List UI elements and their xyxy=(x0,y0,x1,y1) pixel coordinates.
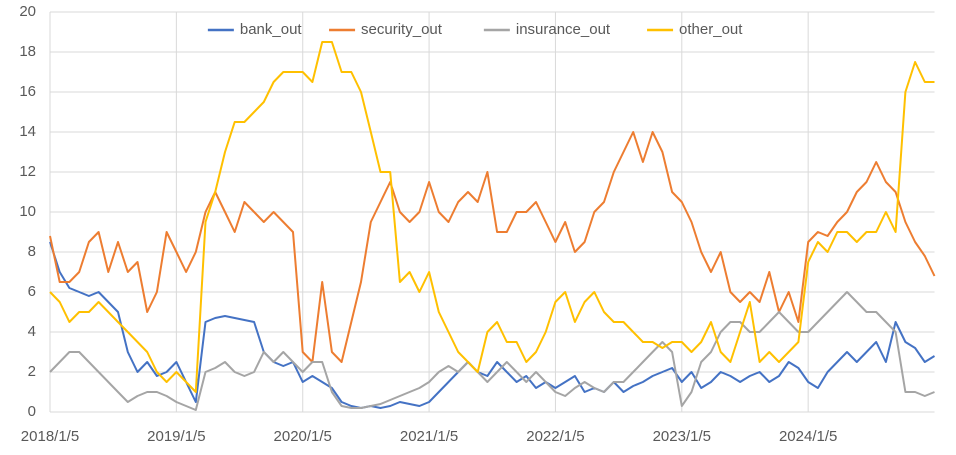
y-tick-label: 18 xyxy=(19,43,36,60)
legend-label: bank_out xyxy=(240,21,303,38)
x-tick-label: 2021/1/5 xyxy=(400,428,458,445)
legend-label: insurance_out xyxy=(516,21,611,38)
y-tick-label: 2 xyxy=(28,363,36,380)
legend-label: security_out xyxy=(361,21,443,38)
x-tick-label: 2022/1/5 xyxy=(526,428,584,445)
y-tick-label: 16 xyxy=(19,83,36,100)
y-tick-label: 14 xyxy=(19,123,36,140)
x-tick-label: 2024/1/5 xyxy=(779,428,837,445)
line-series xyxy=(49,241,936,409)
y-tick-label: 10 xyxy=(19,203,36,220)
line-series xyxy=(49,291,935,411)
y-tick-label: 6 xyxy=(28,283,36,300)
x-tick-label: 2019/1/5 xyxy=(147,428,205,445)
line-series xyxy=(49,131,936,363)
y-tick-label: 4 xyxy=(28,323,36,340)
x-tick-label: 2020/1/5 xyxy=(274,428,332,445)
y-tick-label: 8 xyxy=(28,243,36,260)
x-tick-label: 2023/1/5 xyxy=(653,428,711,445)
y-tick-label: 0 xyxy=(28,403,36,420)
line-series xyxy=(49,41,935,393)
y-tick-label: 12 xyxy=(19,163,36,180)
y-tick-label: 20 xyxy=(19,3,36,20)
x-tick-label: 2018/1/5 xyxy=(21,428,79,445)
legend-label: other_out xyxy=(679,21,743,38)
